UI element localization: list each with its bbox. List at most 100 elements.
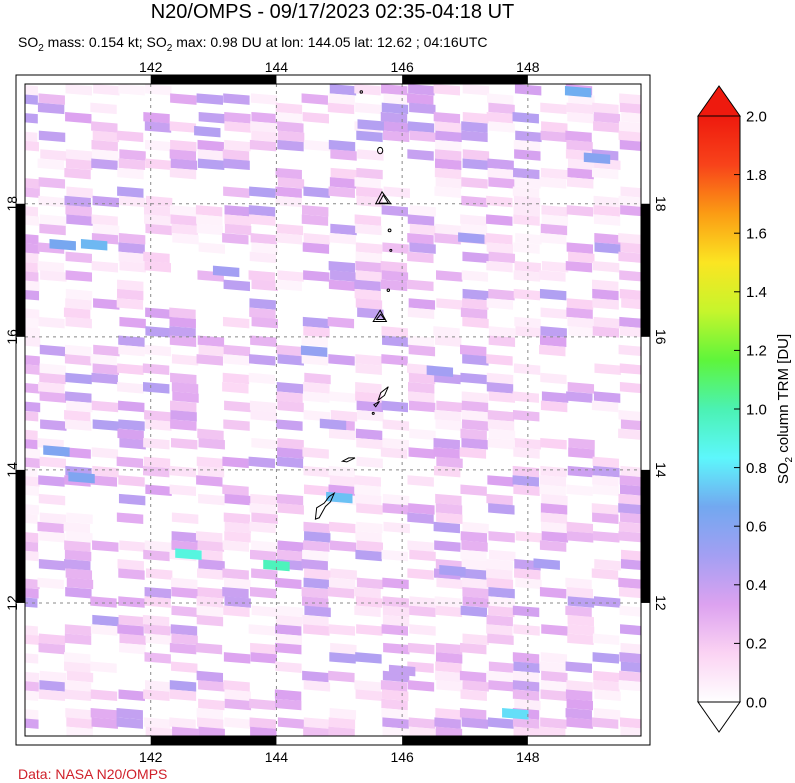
so2-cell xyxy=(540,512,568,524)
so2-cell-high xyxy=(80,239,108,251)
so2-cell xyxy=(64,354,92,366)
so2-cell xyxy=(275,102,303,115)
so2-cell xyxy=(198,726,225,736)
so2-cell xyxy=(224,400,251,413)
map-frame xyxy=(15,74,651,746)
so2-cell xyxy=(251,279,278,292)
so2-cell xyxy=(461,177,488,189)
so2-cell xyxy=(567,111,594,124)
so2-cell xyxy=(328,260,356,273)
so2-cell xyxy=(619,475,641,487)
so2-cell xyxy=(302,205,329,217)
so2-cell xyxy=(357,149,384,161)
so2-cell xyxy=(434,158,462,171)
so2-cell xyxy=(301,214,329,226)
so2-cell xyxy=(619,484,641,496)
so2-cell xyxy=(116,456,144,469)
so2-cell xyxy=(409,726,436,736)
so2-cell xyxy=(145,419,172,431)
so2-cell xyxy=(619,326,641,338)
so2-cell xyxy=(65,316,92,329)
so2-cell xyxy=(461,270,489,282)
so2-cell xyxy=(540,437,567,450)
so2-cell xyxy=(25,178,41,189)
so2-cell xyxy=(592,288,619,301)
so2-cell xyxy=(117,186,144,198)
so2-cell xyxy=(540,307,567,320)
so2-cell xyxy=(37,260,65,273)
so2-cell xyxy=(143,111,170,124)
so2-cell xyxy=(566,307,593,320)
so2-cell xyxy=(66,717,93,729)
so2-cell xyxy=(39,680,66,692)
so2-cell xyxy=(382,130,410,143)
so2-cell xyxy=(354,279,381,292)
so2-cell xyxy=(302,447,329,459)
so2-cell xyxy=(383,186,410,198)
so2-cell xyxy=(196,708,223,720)
so2-cell xyxy=(407,568,434,580)
so2-cell xyxy=(64,633,92,646)
so2-cell xyxy=(304,568,331,580)
so2-cell xyxy=(25,85,39,96)
so2-cell xyxy=(434,540,461,552)
so2-cell xyxy=(380,260,408,273)
so2-cell xyxy=(39,372,66,385)
so2-cell xyxy=(515,577,542,590)
so2-cell xyxy=(434,121,462,133)
so2-cell xyxy=(145,680,172,692)
so2-cell xyxy=(277,270,304,282)
so2-cell xyxy=(330,642,357,655)
so2-cell xyxy=(567,633,594,646)
so2-cell xyxy=(91,121,118,133)
so2-cell xyxy=(117,559,144,571)
so2-cell xyxy=(381,354,408,366)
colorbar-label-sub: 2 xyxy=(784,456,795,462)
so2-cell xyxy=(25,429,38,441)
so2-cell-high xyxy=(458,232,485,244)
island-maug xyxy=(377,146,384,155)
so2-cell xyxy=(434,717,461,729)
so2-cell xyxy=(409,102,436,115)
so2-cell xyxy=(435,642,463,655)
so2-cell xyxy=(539,726,566,736)
so2-cell xyxy=(171,577,198,590)
so2-cell xyxy=(304,531,331,543)
colorbar-tick-label: 1.2 xyxy=(746,343,767,360)
so2-cell xyxy=(566,698,593,711)
so2-cell xyxy=(38,93,65,105)
so2-cell xyxy=(197,149,225,161)
so2-cell xyxy=(435,177,463,189)
so2-cell xyxy=(513,205,540,217)
so2-cell xyxy=(514,568,541,580)
so2-cell xyxy=(382,605,410,618)
so2-cell xyxy=(488,391,515,403)
so2-cell xyxy=(539,177,567,189)
so2-cell xyxy=(275,186,302,198)
so2-cell xyxy=(330,270,357,282)
colorbar-tick-label: 0.8 xyxy=(746,460,767,477)
so2-cell xyxy=(250,233,277,245)
y-tick-label-left: 12 xyxy=(4,595,20,611)
so2-cell xyxy=(277,503,304,515)
so2-cell xyxy=(409,242,436,254)
so2-cell xyxy=(39,214,67,226)
so2-cell xyxy=(539,484,566,497)
so2-cell xyxy=(488,605,515,618)
so2-cell xyxy=(64,624,92,636)
so2-cell xyxy=(171,661,198,673)
so2-cell xyxy=(39,531,66,543)
so2-cell xyxy=(143,251,170,264)
so2-cell xyxy=(276,419,303,431)
so2-cell xyxy=(90,354,117,366)
so2-cell xyxy=(566,242,594,254)
so2-cell-high xyxy=(263,559,290,572)
so2-cell xyxy=(328,624,356,636)
so2-cell xyxy=(250,93,278,105)
so2-cell xyxy=(302,614,329,627)
so2-cell xyxy=(355,652,382,664)
so2-cell xyxy=(302,242,330,254)
so2-cell xyxy=(65,270,93,282)
so2-cell xyxy=(64,447,91,459)
so2-cell xyxy=(618,577,641,589)
